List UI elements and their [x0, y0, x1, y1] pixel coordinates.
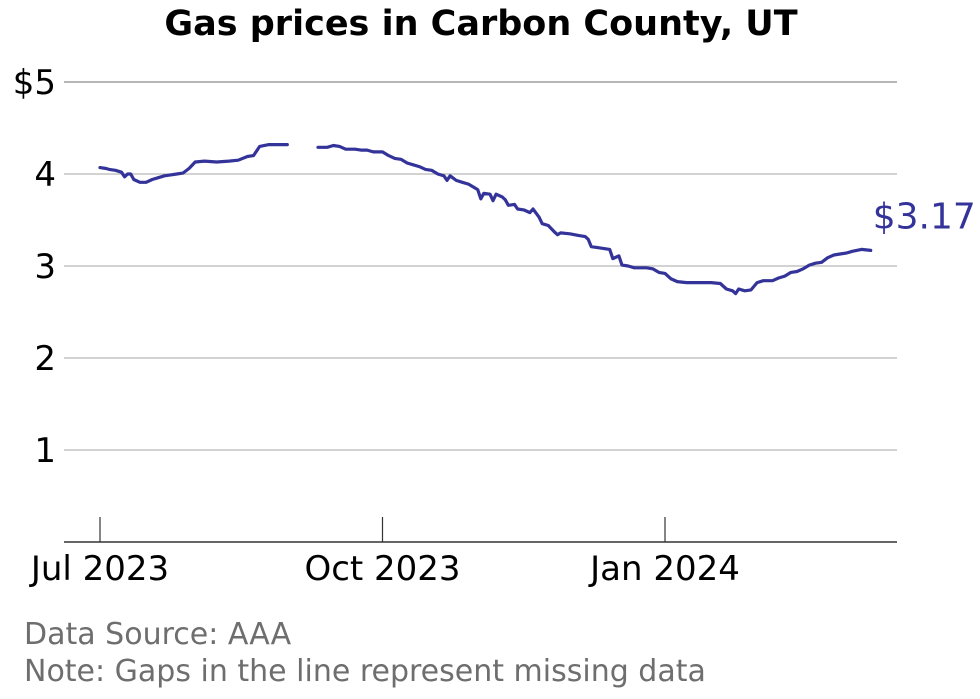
axes: 1 2 3 4 $5 Jul 2023 Oct 2023 Jan 2024: [13, 63, 897, 589]
line-chart: 1 2 3 4 $5 Jul 2023 Oct 2023 Jan 2024 $3.17: [13, 63, 976, 589]
missing-data-note: Note: Gaps in the line represent missing…: [24, 654, 706, 689]
chart-title: Gas prices in Carbon County, UT: [164, 4, 798, 44]
x-tick-label: Oct 2023: [304, 549, 460, 589]
price-line-segment-1: [98, 143, 289, 184]
series-lines: [98, 143, 873, 296]
x-tick-label: Jan 2024: [588, 549, 740, 589]
y-tick-label: 1: [34, 431, 56, 471]
data-labels: $3.17: [873, 196, 976, 237]
x-tick-label: Jul 2023: [29, 549, 169, 589]
y-tick-label: 2: [34, 339, 56, 379]
y-tick-label: 4: [34, 155, 56, 195]
gridlines: [64, 81, 897, 451]
y-tick-label: 3: [34, 247, 56, 287]
y-tick-label: $5: [13, 63, 56, 103]
price-line-segment-2: [316, 143, 873, 296]
data-source-note: Data Source: AAA: [24, 617, 292, 652]
end-value-label: $3.17: [873, 196, 976, 237]
